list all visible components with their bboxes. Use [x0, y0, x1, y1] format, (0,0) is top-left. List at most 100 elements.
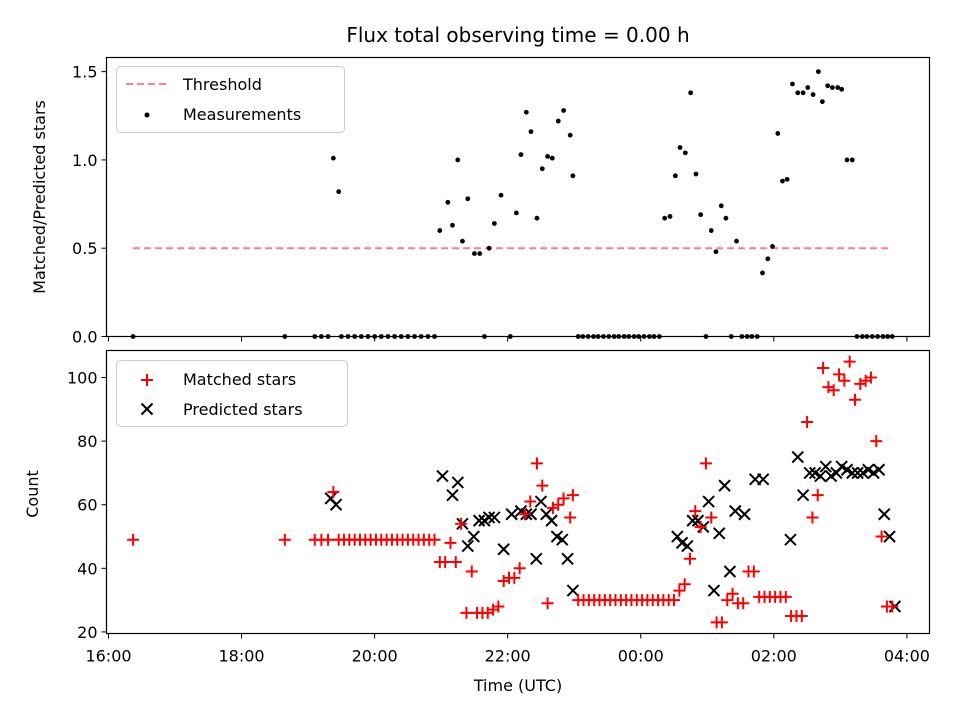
predicted-star-point [461, 539, 474, 553]
matched-star-point [705, 511, 718, 524]
measurement-point [677, 145, 683, 150]
predicted-star-point [796, 488, 810, 502]
measurement-point [555, 118, 561, 124]
matched-star-point [715, 616, 728, 629]
top-legend: Threshold Measurements [116, 66, 345, 133]
bottom-legend: Matched stars Predicted stars [116, 360, 348, 427]
measurement-point [392, 334, 397, 339]
measurement-point [775, 131, 781, 136]
measurement-point [561, 108, 566, 113]
top-y-tick-label: 0.0 [72, 328, 97, 347]
legend-matched-swatch [141, 374, 153, 386]
measurement-point [739, 334, 745, 339]
measurement-point [338, 334, 344, 339]
bottom-y-tick-label: 40 [77, 559, 97, 578]
predicted-star-point [729, 504, 742, 518]
matched-star-point [460, 606, 473, 619]
matched-star-point [508, 571, 521, 584]
measurement-point [621, 334, 627, 339]
measurement-point [486, 245, 492, 251]
top-y-tick-label: 1.5 [72, 63, 97, 82]
chart-title: Flux total observing time = 0.00 h [346, 23, 689, 47]
measurement-point [723, 215, 729, 221]
measurement-point [465, 196, 471, 202]
measurement-point [477, 251, 483, 256]
x-tick-label: 02:00 [751, 647, 797, 666]
predicted-star-point [713, 527, 726, 540]
measurement-point [698, 212, 704, 218]
measurement-point [606, 334, 612, 339]
measurement-point [744, 334, 750, 339]
top-y-ticks: 0.0 0.5 1.0 1.5 [72, 63, 107, 347]
matched-star-point [428, 533, 441, 546]
measurement-point [835, 85, 841, 90]
measurement-point [507, 334, 513, 339]
matched-star-point [699, 457, 712, 470]
predicted-star-point [467, 530, 480, 543]
measurement-point [398, 334, 404, 339]
measurement-point [667, 214, 673, 219]
measurement-point [513, 210, 519, 216]
bottom-y-ticks: 20 40 60 80 100 [67, 369, 107, 642]
matched-star-point [278, 533, 291, 546]
measurement-point [703, 334, 709, 339]
measurement-point [455, 157, 461, 163]
predicted-star-point [329, 498, 343, 511]
matched-star-point [557, 492, 570, 505]
matched-star-point [668, 594, 681, 607]
measurement-point [545, 153, 551, 159]
matched-star-point [566, 489, 579, 502]
measurement-point [312, 334, 318, 339]
matched-star-point [524, 495, 537, 508]
bottom-y-tick-label: 20 [77, 623, 97, 642]
matched-star-point [870, 435, 883, 448]
bottom-x-ticks: 16:00 18:00 20:00 22:00 00:00 02:00 04:00 [85, 633, 930, 666]
measurement-point [336, 189, 342, 195]
measurement-point [880, 334, 886, 339]
matched-star-point [492, 600, 505, 613]
measurement-point [491, 221, 497, 226]
measurement-point [405, 334, 411, 339]
measurement-point [528, 129, 534, 135]
matched-star-point [465, 565, 478, 578]
measurement-point [575, 334, 581, 339]
matched-star-point [564, 511, 577, 524]
measurement-point [437, 228, 443, 233]
matched-star-point [536, 479, 549, 492]
matched-star-point [518, 508, 531, 521]
measurement-point [626, 334, 632, 339]
top-y-tick-label: 0.5 [72, 239, 97, 258]
measurement-point [567, 132, 573, 138]
x-tick-label: 20:00 [352, 647, 398, 666]
matched-star-point [848, 393, 861, 406]
legend-matched-label: Matched stars [183, 370, 296, 389]
measurement-point [889, 334, 895, 339]
matched-star-point [449, 555, 462, 568]
matched-star-point [127, 533, 140, 546]
measurement-point [539, 166, 545, 172]
measurement-point [130, 334, 136, 339]
predicted-star-point [482, 511, 496, 524]
measurement-point [523, 109, 529, 115]
predicted-star-point [671, 530, 684, 543]
predicted-star-point [545, 514, 558, 527]
predicted-star-point [707, 584, 721, 597]
legend-predicted-label: Predicted stars [183, 400, 303, 419]
predicted-star-point [556, 533, 569, 546]
measurement-point [595, 334, 601, 339]
predicted-star-point [851, 466, 864, 480]
matched-star-point [513, 562, 526, 575]
measurement-point [460, 238, 465, 244]
matched-star-point [833, 368, 846, 381]
measurement-point [718, 203, 724, 209]
matched-star-point [779, 590, 792, 603]
measurement-point [585, 334, 591, 339]
measurement-point [713, 249, 719, 255]
matched-star-point [827, 384, 840, 397]
predicted-star-point [534, 495, 548, 508]
measurement-point [815, 69, 821, 75]
legend-threshold-label: Threshold [182, 75, 262, 94]
measurement-point [591, 334, 596, 339]
measurement-point [672, 173, 678, 179]
measurement-point [330, 155, 336, 161]
